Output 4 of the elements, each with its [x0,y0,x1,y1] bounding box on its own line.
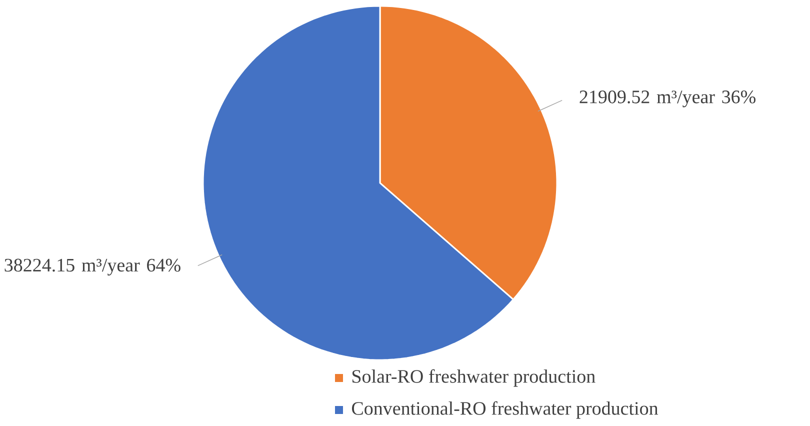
data-label: 38224.15 m³/year 64% [4,258,180,276]
data-label: 21909.52 m³/year 36% [580,90,756,108]
legend-label: Solar-RO freshwater production [352,369,596,387]
legend-label: Conventional-RO freshwater production [352,401,658,419]
